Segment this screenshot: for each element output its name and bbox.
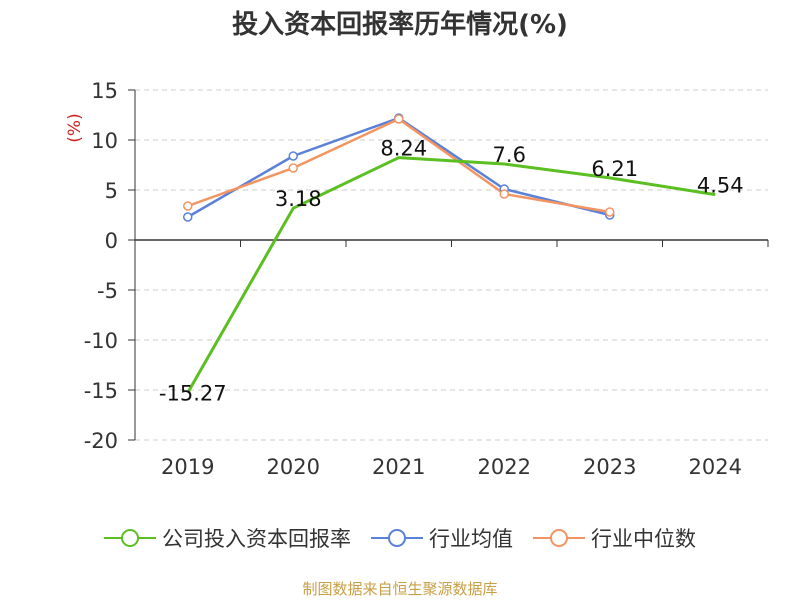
data-point[interactable] [499,189,509,199]
y-tick-label: -5 [97,279,118,303]
legend-line-circle-icon [371,529,423,547]
y-tick-label: -15 [84,379,118,403]
source-note: 制图数据来自恒生聚源数据库 [302,580,498,598]
y-tick-label: -10 [84,329,118,353]
legend-label-company: 公司投入资本回报率 [162,527,351,551]
x-tick-label: 2021 [372,455,425,479]
data-label: 4.54 [697,174,744,198]
y-axis-unit-label: (%) [65,113,85,142]
data-label: -15.27 [159,382,227,406]
x-tick-label: 2023 [583,455,636,479]
chart-title: 投入资本回报率历年情况(%) [232,10,568,40]
y-tick-label: 10 [91,129,118,153]
x-tick-label: 2022 [478,455,531,479]
legend: 公司投入资本回报率 行业均值 行业中位数 [0,520,800,556]
legend-item-industry-mean[interactable]: 行业均值 [371,523,513,553]
series-line-0 [186,156,716,394]
data-label: 8.24 [380,137,427,161]
y-tick-label: 5 [105,179,118,203]
data-point[interactable] [183,201,193,211]
x-tick-label: 2020 [267,455,320,479]
data-point[interactable] [394,114,404,124]
data-label: 3.18 [275,187,322,211]
y-tick-label: -20 [84,429,118,453]
data-point[interactable] [183,212,193,222]
x-tick-label: 2024 [689,455,742,479]
y-tick-label: 0 [105,229,118,253]
data-label: 6.21 [591,157,638,181]
legend-line-circle-icon [533,529,585,547]
legend-item-company[interactable]: 公司投入资本回报率 [104,523,351,553]
series-line-2 [187,117,610,214]
legend-item-industry-median[interactable]: 行业中位数 [533,523,696,553]
legend-line-circle-icon [104,529,156,547]
data-point[interactable] [605,207,615,217]
data-point[interactable] [288,163,298,173]
y-tick-label: 15 [91,79,118,103]
data-point[interactable] [288,151,298,161]
data-label: 7.6 [493,143,526,167]
x-tick-label: 2019 [161,455,214,479]
legend-label-industry-median: 行业中位数 [591,527,696,551]
legend-label-industry-mean: 行业均值 [429,527,513,551]
